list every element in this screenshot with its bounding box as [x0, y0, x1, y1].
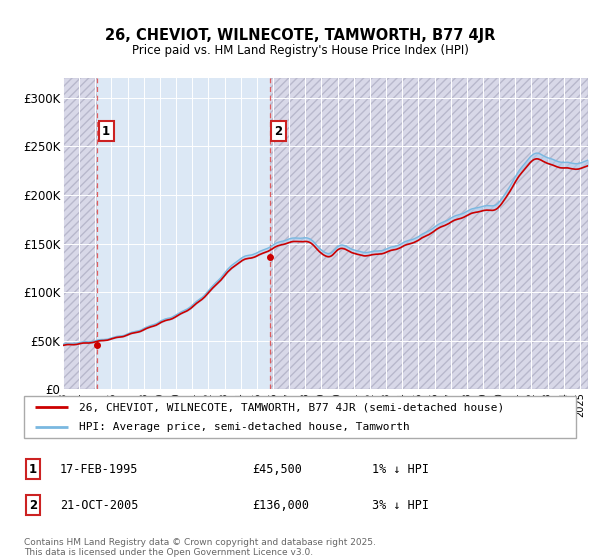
FancyBboxPatch shape	[24, 396, 576, 438]
Text: Contains HM Land Registry data © Crown copyright and database right 2025.
This d: Contains HM Land Registry data © Crown c…	[24, 538, 376, 557]
Text: Price paid vs. HM Land Registry's House Price Index (HPI): Price paid vs. HM Land Registry's House …	[131, 44, 469, 57]
Text: 1: 1	[29, 463, 37, 476]
Text: 26, CHEVIOT, WILNECOTE, TAMWORTH, B77 4JR: 26, CHEVIOT, WILNECOTE, TAMWORTH, B77 4J…	[105, 29, 495, 43]
Bar	[63, 78, 97, 389]
Text: 21-OCT-2005: 21-OCT-2005	[60, 498, 139, 512]
Text: 26, CHEVIOT, WILNECOTE, TAMWORTH, B77 4JR (semi-detached house): 26, CHEVIOT, WILNECOTE, TAMWORTH, B77 4J…	[79, 402, 505, 412]
Text: £136,000: £136,000	[252, 498, 309, 512]
Text: 17-FEB-1995: 17-FEB-1995	[60, 463, 139, 476]
Text: £45,500: £45,500	[252, 463, 302, 476]
Text: 1% ↓ HPI: 1% ↓ HPI	[372, 463, 429, 476]
Bar	[270, 78, 588, 389]
Text: 3% ↓ HPI: 3% ↓ HPI	[372, 498, 429, 512]
Text: 2: 2	[29, 498, 37, 512]
Text: 2: 2	[275, 125, 283, 138]
Text: HPI: Average price, semi-detached house, Tamworth: HPI: Average price, semi-detached house,…	[79, 422, 410, 432]
Text: 1: 1	[102, 125, 110, 138]
Bar	[97, 78, 270, 389]
